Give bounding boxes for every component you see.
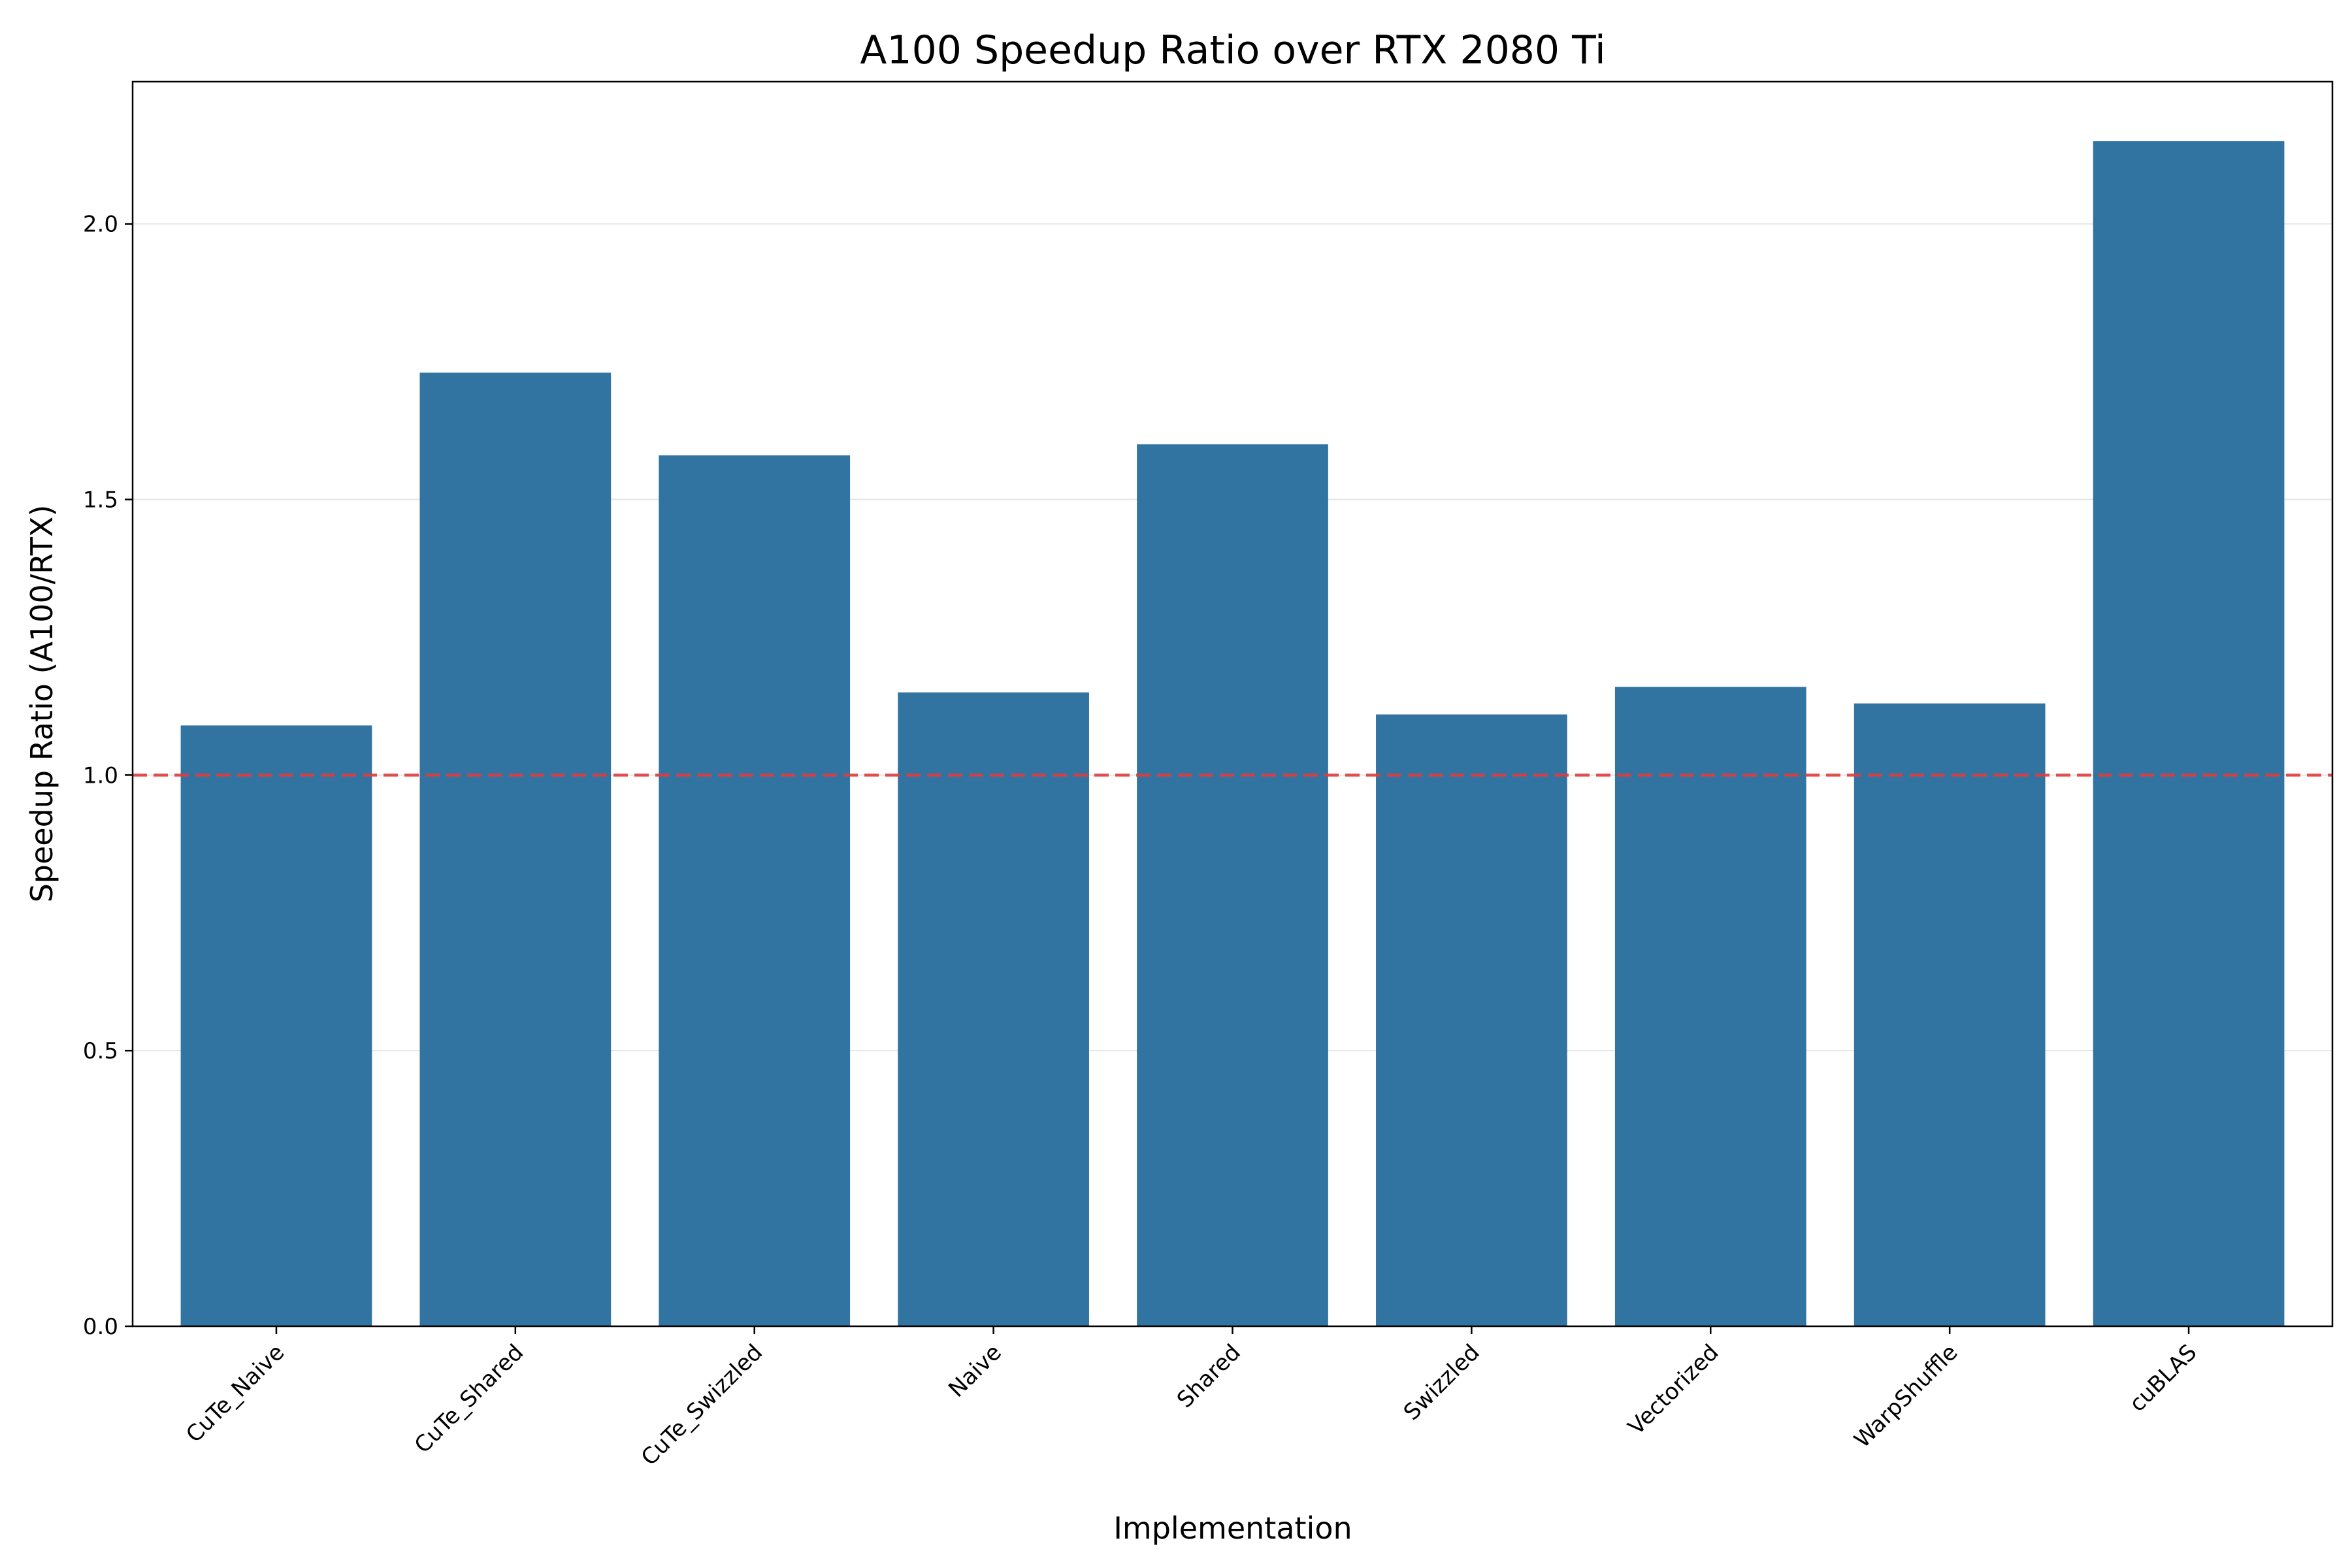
y-tick-label: 2.0: [83, 212, 118, 238]
y-tick-label: 0.0: [83, 1314, 118, 1340]
bar-shared: [1137, 444, 1328, 1327]
x-tick-label: cuBLAS: [2125, 1339, 2202, 1417]
x-tick-label: Swizzled: [1399, 1339, 1485, 1426]
x-tick-label: CuTe_Naive: [181, 1339, 289, 1448]
x-axis-ticks: CuTe_Naive CuTe_Shared CuTe_Swizzled Naive S…: [181, 1326, 2202, 1471]
x-tick-label: Naive: [943, 1339, 1007, 1403]
bar-cute-shared: [419, 372, 612, 1326]
bar-naive: [898, 692, 1089, 1326]
y-tick-label: 1.5: [83, 487, 118, 513]
bar-warpshuffle: [1854, 703, 2046, 1326]
x-tick-label: WarpShuffle: [1849, 1339, 1963, 1453]
bar-cublas: [2093, 141, 2285, 1327]
y-tick-label: 1.0: [83, 762, 118, 789]
x-tick-label: CuTe_Shared: [410, 1339, 529, 1458]
x-tick-label: Shared: [1172, 1339, 1246, 1413]
y-axis-ticks: 0.0 0.5 1.0 1.5 2.0: [83, 212, 133, 1340]
bar-cute-swizzled: [659, 455, 851, 1326]
x-tick-label: CuTe_Swizzled: [636, 1339, 768, 1471]
y-axis-label: Speedup Ratio (A100/RTX): [24, 505, 59, 903]
bars: [180, 141, 2285, 1327]
x-tick-label: Vectorized: [1623, 1339, 1723, 1440]
bar-cute-naive: [180, 725, 372, 1326]
chart-title: A100 Speedup Ratio over RTX 2080 Ti: [860, 27, 1605, 73]
bar-vectorized: [1614, 687, 1806, 1326]
y-tick-label: 0.5: [83, 1038, 118, 1064]
bar-swizzled: [1376, 714, 1567, 1326]
x-axis-label: Implementation: [1113, 1511, 1352, 1546]
